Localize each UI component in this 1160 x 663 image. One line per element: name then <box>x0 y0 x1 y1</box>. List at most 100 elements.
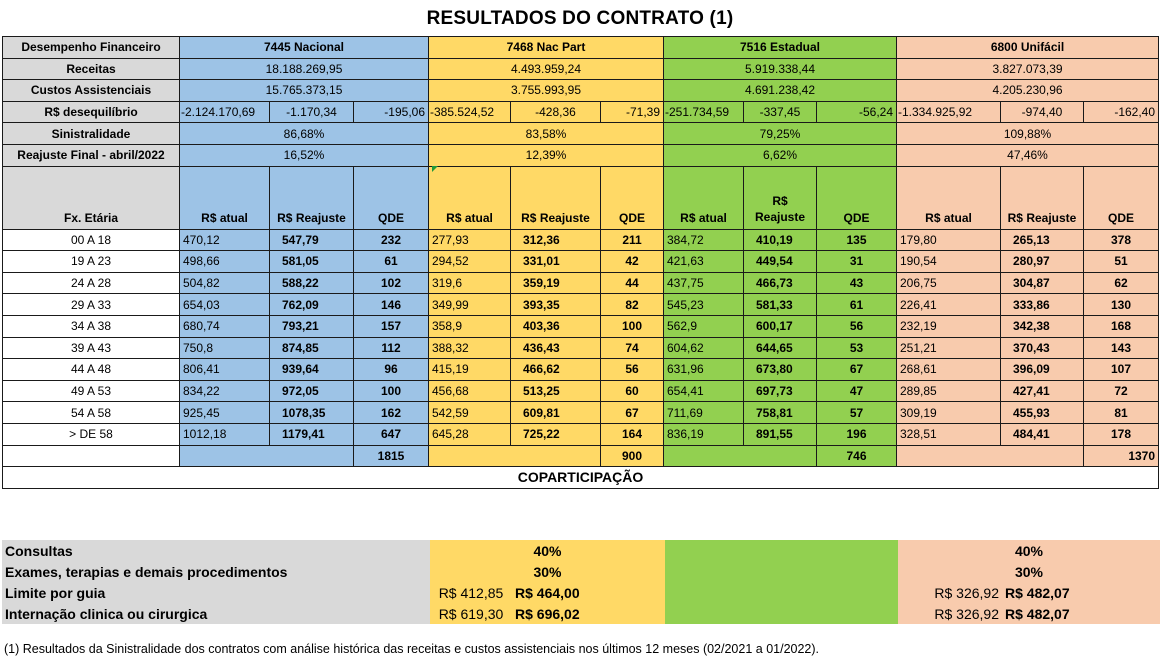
label-reajuste: Reajuste Final - abril/2022 <box>2 143 180 167</box>
cop-row-consultas: Consultas 40% 40% <box>2 540 1160 561</box>
cop-limite-unifacil-atual: R$ 326,92 <box>898 582 1002 603</box>
age-bracket-label: 19 A 23 <box>2 250 180 273</box>
cell-reajuste-estadual: 410,19 <box>743 228 817 252</box>
cell-qde-nac-part: 82 <box>600 293 664 316</box>
cop-internacao-unifacil-empty <box>1085 603 1160 624</box>
age-bracket-label: 39 A 43 <box>2 336 180 360</box>
header-atual-nacional: R$ atual <box>179 165 270 230</box>
label-desempenho: Desempenho Financeiro <box>2 36 180 59</box>
cell-reajuste-unifacil: 342,38 <box>1000 314 1084 338</box>
deseq-estadual-small: -56,24 <box>816 100 897 124</box>
label-desequilibrio: R$ desequilíbrio <box>2 100 180 124</box>
cell-reajuste-nacional: 874,85 <box>269 336 354 360</box>
receitas-estadual: 5.919.338,44 <box>663 57 897 81</box>
cell-reajuste-estadual: 758,81 <box>743 401 817 424</box>
cop-limite-nac-part-empty <box>602 582 665 603</box>
cell-atual-estadual: 562,9 <box>663 314 744 338</box>
sinistralidade-unifacil: 109,88% <box>895 122 1160 145</box>
deseq-nacional-mid: -1.170,34 <box>269 100 354 124</box>
cop-internacao-unifacil-novo: R$ 482,07 <box>1002 603 1085 624</box>
cell-reajuste-nac-part: 312,36 <box>510 228 601 252</box>
cell-reajuste-unifacil: 304,87 <box>1000 271 1084 295</box>
cell-atual-nac-part: 277,93 <box>428 228 511 252</box>
coparticipacao-table: Consultas 40% 40% Exames, terapias e dem… <box>2 540 1160 624</box>
age-row: 49 A 53 834,22 972,05 100 456,68 513,25 60 654,… <box>2 379 1160 403</box>
cell-atual-unifacil: 309,19 <box>896 401 1001 424</box>
age-bracket-label: 29 A 33 <box>2 293 180 316</box>
age-bracket-label: 34 A 38 <box>2 314 180 338</box>
header-atual-nac-part: R$ atual <box>428 165 511 230</box>
row-desequilibrio: R$ desequilíbrio -2.124.170,69 -1.170,34… <box>2 100 1160 124</box>
receitas-unifacil: 3.827.073,39 <box>895 57 1160 81</box>
custos-nacional: 15.765.373,15 <box>179 79 429 102</box>
cop-limite-nac-part-novo: R$ 464,00 <box>512 582 602 603</box>
cop-internacao-nac-part-empty <box>602 603 665 624</box>
cop-label-consultas: Consultas <box>2 540 430 561</box>
cell-reajuste-nac-part: 331,01 <box>510 250 601 273</box>
total-qde-estadual: 746 <box>816 444 897 468</box>
age-row: 39 A 43 750,8 874,85 112 388,32 436,43 74 604,6… <box>2 336 1160 360</box>
deseq-nacional-total: -2.124.170,69 <box>179 100 270 124</box>
cell-atual-unifacil: 268,61 <box>896 358 1001 381</box>
plan-name-estadual: 7516 Estadual <box>663 36 897 59</box>
cell-qde-nac-part: 74 <box>600 336 664 360</box>
cell-reajuste-nacional: 588,22 <box>269 271 354 295</box>
age-row: 24 A 28 504,82 588,22 102 319,6 359,19 44 437,7… <box>2 271 1160 295</box>
cell-reajuste-nac-part: 436,43 <box>510 336 601 360</box>
cell-atual-unifacil: 289,85 <box>896 379 1001 403</box>
cop-row-limite: Limite por guia R$ 412,85 R$ 464,00 R$ 3… <box>2 582 1160 603</box>
deseq-nac-part-small: -71,39 <box>600 100 664 124</box>
cell-reajuste-estadual: 891,55 <box>743 422 817 446</box>
deseq-unifacil-small: -162,40 <box>1082 100 1160 124</box>
row-totals: 1815 900 746 1370 <box>2 444 1160 468</box>
age-row: 29 A 33 654,03 762,09 146 349,99 393,35 82 545,… <box>2 293 1160 316</box>
deseq-unifacil-mid: -974,40 <box>1000 100 1084 124</box>
cell-reajuste-nac-part: 466,62 <box>510 358 601 381</box>
cell-atual-unifacil: 251,21 <box>896 336 1001 360</box>
cell-qde-unifacil: 130 <box>1082 293 1160 316</box>
cop-consultas-estadual <box>665 540 898 561</box>
deseq-estadual-mid: -337,45 <box>743 100 817 124</box>
cell-atual-unifacil: 232,19 <box>896 314 1001 338</box>
cell-qde-estadual: 67 <box>816 358 897 381</box>
results-table: Desempenho Financeiro 7445 Nacional 7468… <box>1 36 1160 489</box>
cell-atual-nac-part: 645,28 <box>428 422 511 446</box>
totals-spacer-estadual <box>663 444 817 468</box>
cell-reajuste-estadual: 449,54 <box>743 250 817 273</box>
cop-exames-unifacil: 30% <box>898 561 1160 582</box>
cell-reajuste-unifacil: 455,93 <box>1000 401 1084 424</box>
coparticipacao-title: COPARTICIPAÇÃO <box>1 466 1160 489</box>
plan-name-nacional: 7445 Nacional <box>179 36 429 59</box>
cell-qde-unifacil: 51 <box>1082 250 1160 273</box>
header-reajuste-estadual: R$ Reajuste <box>743 165 817 230</box>
cop-row-internacao: Internação clinica ou cirurgica R$ 619,3… <box>2 603 1160 624</box>
header-qde-nac-part: QDE <box>600 165 664 230</box>
cell-atual-estadual: 654,41 <box>663 379 744 403</box>
cell-atual-nacional: 470,12 <box>179 228 270 252</box>
cell-qde-nacional: 647 <box>353 422 429 446</box>
row-column-headers: Fx. Etária R$ atual R$ Reajuste QDE R$ a… <box>2 165 1160 230</box>
cell-qde-nacional: 157 <box>353 314 429 338</box>
cell-atual-estadual: 437,75 <box>663 271 744 295</box>
age-bracket-label: > DE 58 <box>2 422 180 446</box>
cop-internacao-unifacil-atual: R$ 326,92 <box>898 603 1002 624</box>
cell-reajuste-nacional: 581,05 <box>269 250 354 273</box>
deseq-estadual-total: -251.734,59 <box>663 100 744 124</box>
cell-atual-unifacil: 226,41 <box>896 293 1001 316</box>
cell-qde-unifacil: 178 <box>1082 422 1160 446</box>
cell-atual-estadual: 631,96 <box>663 358 744 381</box>
custos-estadual: 4.691.238,42 <box>663 79 897 102</box>
cell-atual-unifacil: 206,75 <box>896 271 1001 295</box>
deseq-nac-part-mid: -428,36 <box>510 100 601 124</box>
cop-label-exames: Exames, terapias e demais procedimentos <box>2 561 430 582</box>
cop-limite-nac-part-atual: R$ 412,85 <box>430 582 512 603</box>
cell-atual-nacional: 504,82 <box>179 271 270 295</box>
cell-qde-unifacil: 81 <box>1082 401 1160 424</box>
cop-consultas-unifacil: 40% <box>898 540 1160 561</box>
totals-label-empty <box>2 444 180 468</box>
cell-reajuste-nac-part: 609,81 <box>510 401 601 424</box>
cell-atual-nac-part: 294,52 <box>428 250 511 273</box>
cop-internacao-nac-part-novo: R$ 696,02 <box>512 603 602 624</box>
cell-reajuste-estadual: 673,80 <box>743 358 817 381</box>
cell-qde-unifacil: 143 <box>1082 336 1160 360</box>
